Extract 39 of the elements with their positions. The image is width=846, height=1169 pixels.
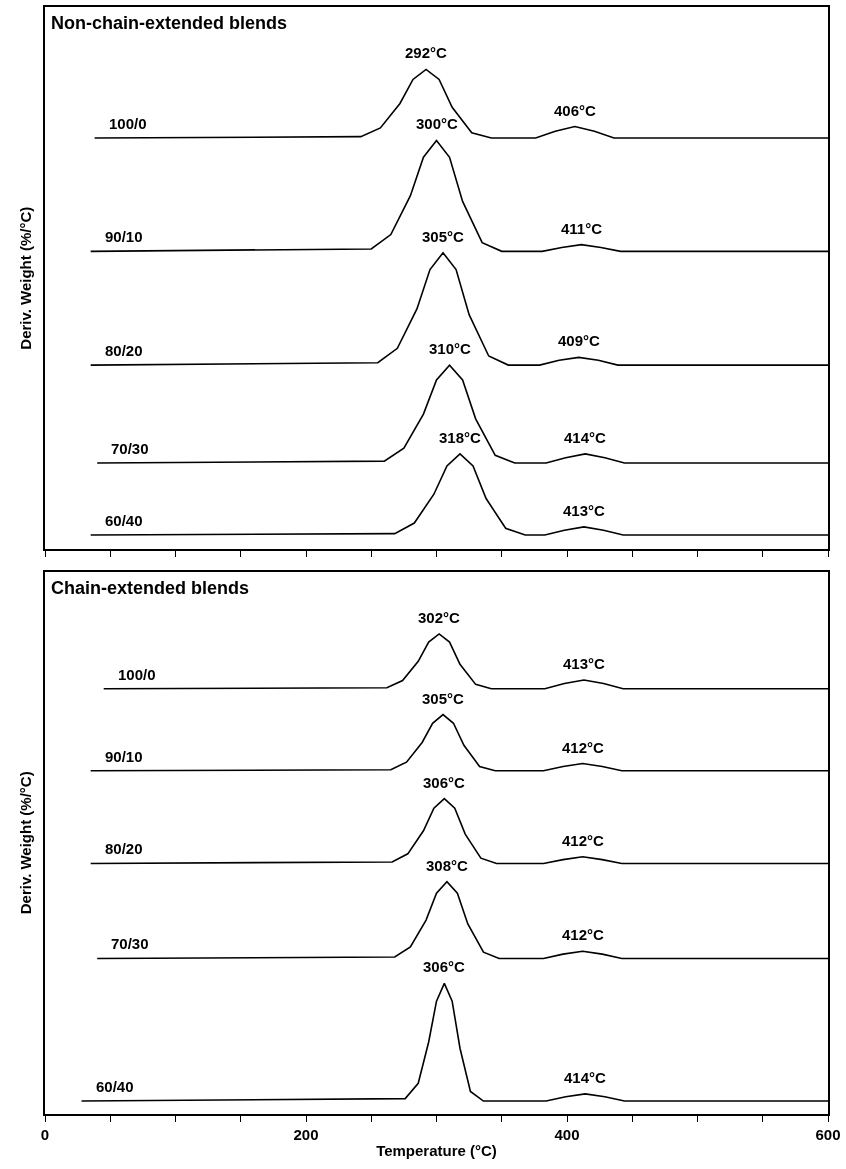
annotation: 413°C bbox=[563, 502, 606, 519]
series-label: 60/40 bbox=[105, 512, 143, 529]
x-tick-label: 400 bbox=[554, 1125, 580, 1143]
annotation: 414°C bbox=[564, 1069, 607, 1086]
annotation: 406°C bbox=[554, 102, 597, 119]
x-tick-label: 600 bbox=[815, 1125, 841, 1143]
annotation: 310°C bbox=[429, 340, 472, 357]
series-label: 100/0 bbox=[118, 666, 156, 683]
annotation: 318°C bbox=[439, 429, 482, 446]
annotation: 300°C bbox=[416, 115, 459, 132]
annotation: 412°C bbox=[562, 832, 605, 849]
annotation: 306°C bbox=[423, 958, 466, 975]
chart-title: Non-chain-extended blends bbox=[51, 13, 288, 33]
series-label: 100/0 bbox=[109, 115, 147, 132]
annotation: 409°C bbox=[558, 332, 601, 349]
annotation: 411°C bbox=[561, 220, 603, 237]
annotation: 302°C bbox=[418, 609, 461, 626]
annotation: 306°C bbox=[423, 774, 466, 791]
annotation: 412°C bbox=[562, 926, 605, 943]
series-label: 90/10 bbox=[105, 228, 143, 245]
annotation: 292°C bbox=[405, 44, 448, 61]
y-axis-title: Deriv. Weight (%/°C) bbox=[17, 206, 34, 350]
x-tick-label: 200 bbox=[293, 1125, 319, 1143]
annotation: 413°C bbox=[563, 655, 606, 672]
series-label: 80/20 bbox=[105, 840, 143, 857]
annotation: 412°C bbox=[562, 739, 605, 756]
series-label: 70/30 bbox=[111, 935, 149, 952]
annotation: 308°C bbox=[426, 857, 469, 874]
y-axis-title: Deriv. Weight (%/°C) bbox=[17, 771, 34, 915]
series-label: 60/40 bbox=[96, 1078, 134, 1095]
annotation: 305°C bbox=[422, 690, 465, 707]
annotation: 305°C bbox=[422, 228, 465, 245]
series-label: 80/20 bbox=[105, 342, 143, 359]
x-axis-title: Temperature (°C) bbox=[376, 1142, 497, 1160]
annotation: 414°C bbox=[564, 429, 607, 446]
series-label: 90/10 bbox=[105, 748, 143, 765]
series-label: 70/30 bbox=[111, 440, 149, 457]
x-tick-label: 0 bbox=[40, 1125, 50, 1143]
chart-title: Chain-extended blends bbox=[51, 578, 250, 598]
